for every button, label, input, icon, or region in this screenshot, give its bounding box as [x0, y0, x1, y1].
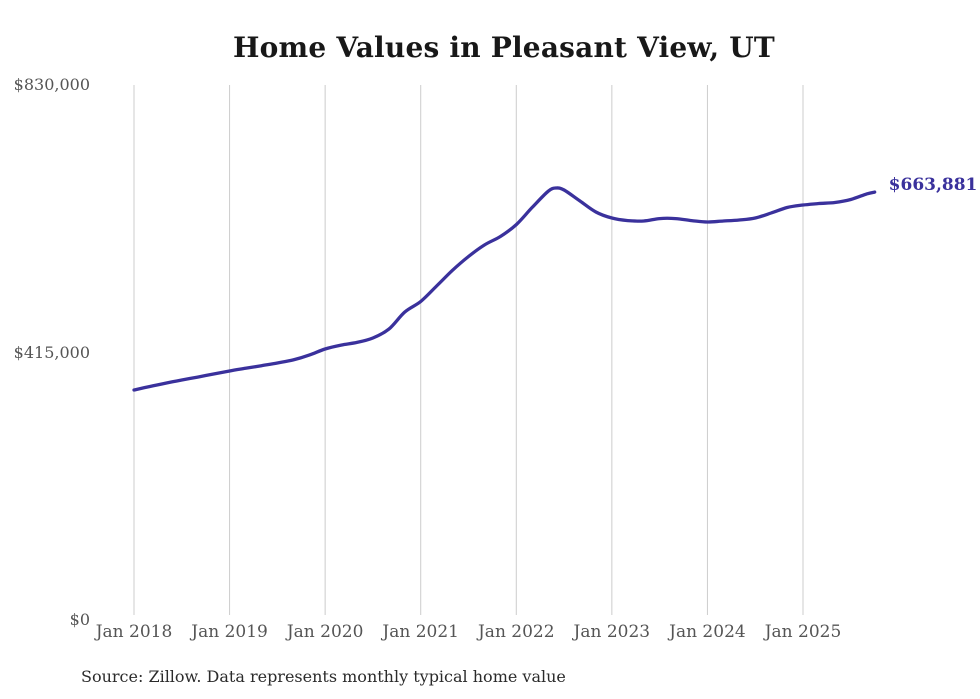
- chart-title: Home Values in Pleasant View, UT: [233, 31, 775, 64]
- x-tick-label: Jan 2021: [382, 622, 459, 642]
- x-tick-label: Jan 2018: [95, 622, 173, 642]
- latest-value-label: $663,881: [888, 175, 978, 196]
- y-tick-label: $0: [69, 610, 90, 629]
- x-tick-label: Jan 2019: [191, 622, 268, 642]
- x-tick-label: Jan 2022: [477, 622, 555, 642]
- x-tick-label: Jan 2023: [573, 622, 651, 642]
- home-value-line: [132, 186, 877, 392]
- x-tick-label: Jan 2024: [669, 622, 746, 642]
- x-tick-label: Jan 2025: [764, 622, 842, 642]
- y-tick-label: $830,000: [13, 75, 90, 94]
- y-tick-label: $415,000: [13, 342, 90, 362]
- x-tick-label: Jan 2020: [286, 622, 364, 642]
- source-note: Source: Zillow. Data represents monthly …: [81, 667, 566, 686]
